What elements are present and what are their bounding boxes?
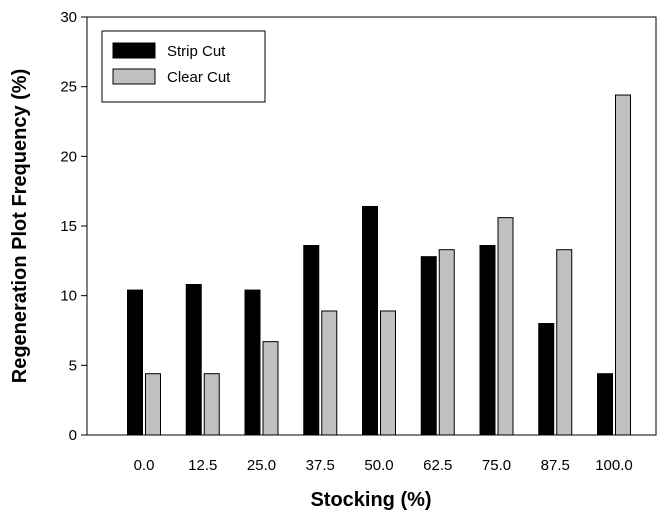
y-tick-label: 30 bbox=[60, 9, 77, 26]
bar-strip-cut-0 bbox=[127, 289, 143, 436]
bar-strip-cut-8 bbox=[597, 373, 613, 436]
legend-label-strip-cut: Strip Cut bbox=[167, 43, 226, 60]
y-tick-label: 20 bbox=[60, 148, 77, 165]
x-tick-label: 25.0 bbox=[247, 457, 276, 474]
y-axis-title: Regeneration Plot Frequency (%) bbox=[9, 69, 31, 384]
bar-clear-cut-3 bbox=[321, 310, 338, 436]
bar-clear-cut-1 bbox=[203, 373, 220, 436]
bar-clear-cut-0 bbox=[145, 373, 161, 436]
legend: Strip Cut Clear Cut bbox=[101, 30, 266, 103]
bar-clear-cut-2 bbox=[262, 341, 279, 436]
x-tick-label: 0.0 bbox=[134, 457, 155, 474]
x-tick-label: 12.5 bbox=[188, 457, 217, 474]
bar-clear-cut-5 bbox=[438, 249, 455, 436]
x-axis: 0.0 12.5 25.0 37.5 50.0 62.5 75.0 87.5 100.0 bbox=[134, 457, 633, 474]
bar-strip-cut-6 bbox=[479, 245, 496, 436]
y-tick-label: 25 bbox=[60, 79, 77, 96]
x-tick-label: 50.0 bbox=[364, 457, 393, 474]
bar-strip-cut-4 bbox=[362, 205, 378, 436]
y-tick-label: 0 bbox=[69, 427, 77, 444]
y-tick-label: 15 bbox=[60, 218, 77, 235]
bar-strip-cut-2 bbox=[244, 289, 261, 436]
x-tick-label: 62.5 bbox=[423, 457, 452, 474]
x-tick-label: 37.5 bbox=[306, 457, 335, 474]
bar-strip-cut-7 bbox=[538, 323, 555, 436]
legend-swatch-clear-cut bbox=[112, 68, 156, 85]
legend-swatch-strip-cut bbox=[112, 42, 156, 59]
legend-label-clear-cut: Clear Cut bbox=[167, 69, 231, 86]
x-axis-title: Stocking (%) bbox=[310, 489, 431, 511]
bars-group bbox=[127, 94, 631, 436]
bar-clear-cut-4 bbox=[380, 310, 396, 436]
y-tick-label: 5 bbox=[69, 357, 77, 374]
x-tick-label: 87.5 bbox=[541, 457, 570, 474]
bar-clear-cut-6 bbox=[497, 217, 514, 436]
bar-clear-cut-7 bbox=[556, 249, 573, 436]
x-tick-label: 100.0 bbox=[595, 457, 633, 474]
bar-clear-cut-8 bbox=[615, 94, 631, 436]
bar-strip-cut-3 bbox=[303, 245, 320, 436]
legend-box bbox=[101, 30, 266, 103]
y-tick-label: 10 bbox=[60, 288, 77, 305]
y-axis: 0 5 10 15 20 25 30 bbox=[60, 9, 87, 444]
x-tick-label: 75.0 bbox=[482, 457, 511, 474]
bar-strip-cut-5 bbox=[420, 256, 437, 436]
bar-strip-cut-1 bbox=[185, 284, 202, 436]
